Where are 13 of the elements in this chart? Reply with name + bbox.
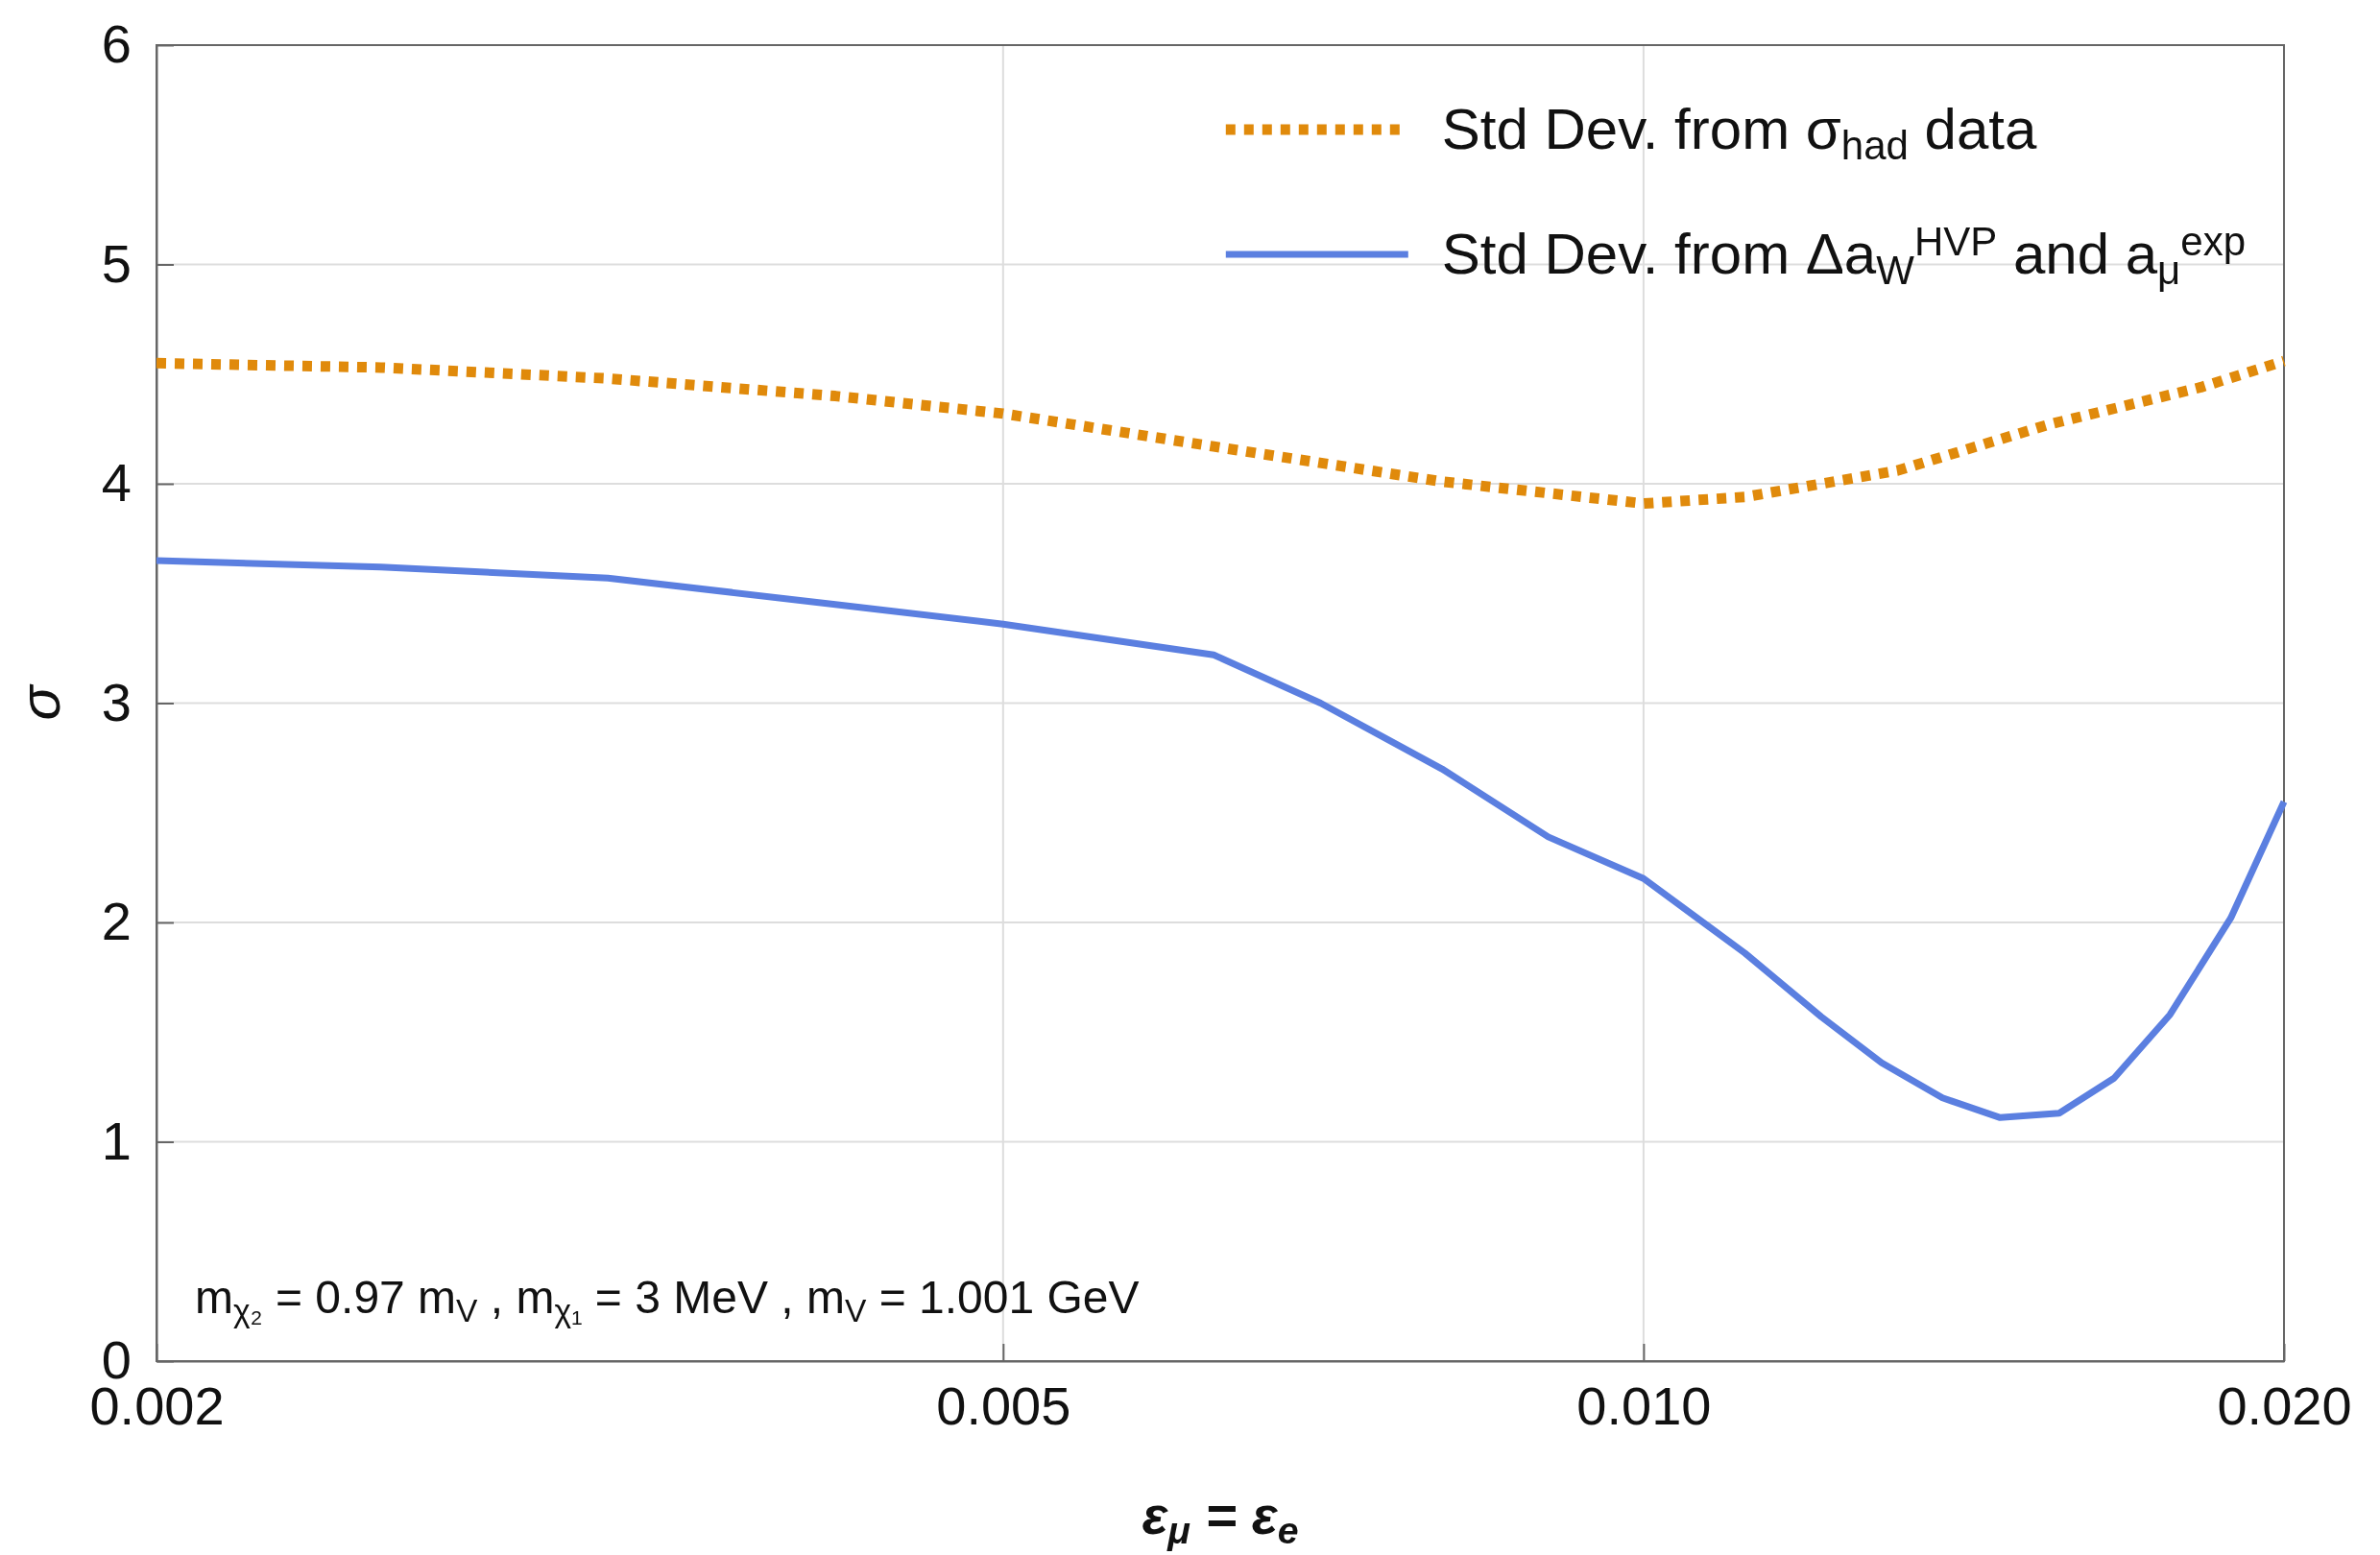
- legend-label: Std Dev. from σ$_{had}$ data: [1441, 97, 2037, 168]
- x-tick-label: 0.005: [936, 1375, 1071, 1436]
- y-tick-label: 5: [101, 232, 132, 294]
- y-tick-label: 6: [101, 13, 132, 75]
- y-tick-label: 2: [101, 891, 132, 952]
- y-axis-title: σ: [8, 682, 72, 721]
- text: m$_{χ₂}$ = 0.97 m$_{V}$ , m$_{χ₁}$ = 3 MeV , m$_{V}$ = 1.001 GeV: [195, 1272, 1140, 1328]
- y-tick-label: 1: [101, 1110, 132, 1171]
- x-tick-label: 0.010: [1576, 1375, 1712, 1436]
- y-tick-label: 4: [101, 452, 132, 514]
- x-tick-label: 0.020: [2217, 1375, 2352, 1436]
- x-axis-title: ε$_{μ}$ = ε$_{e}$: [1142, 1485, 1299, 1551]
- y-tick-label: 3: [101, 671, 132, 732]
